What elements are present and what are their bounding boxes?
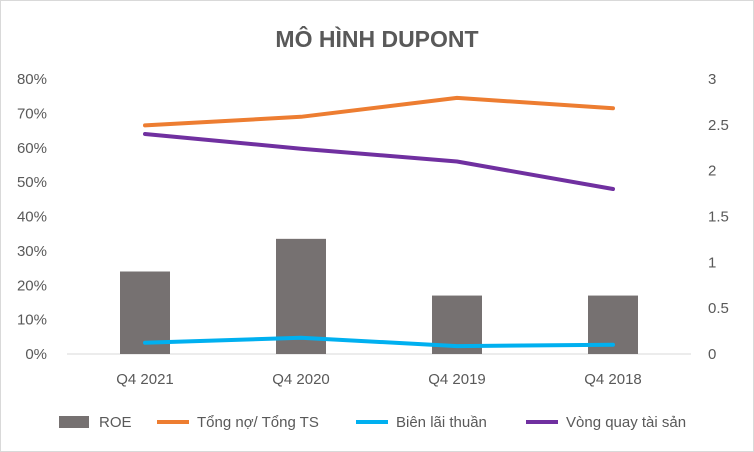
y-left-tick-label: 20% xyxy=(17,277,47,294)
chart-title: MÔ HÌNH DUPONT xyxy=(275,25,478,52)
y-right-tick-label: 3 xyxy=(708,71,716,88)
legend: ROE Tổng nợ/ Tổng TS Biên lãi thuần Vòng qu… xyxy=(59,414,686,431)
legend-label: Vòng quay tài sản xyxy=(566,414,686,431)
x-tick-label: Q4 2020 xyxy=(272,371,330,388)
legend-swatch xyxy=(59,416,89,428)
lines-layer xyxy=(143,95,615,349)
y-left-tick-label: 0% xyxy=(25,346,47,363)
y-right-tick-label: 0.5 xyxy=(708,300,729,317)
legend-label: ROE xyxy=(99,414,132,431)
bars-layer xyxy=(120,238,638,354)
series-line xyxy=(143,95,615,128)
y-left-tick-label: 50% xyxy=(17,174,47,191)
y-left-tick-label: 70% xyxy=(17,105,47,122)
x-tick-label: Q4 2021 xyxy=(116,371,174,388)
y-left-tick-label: 30% xyxy=(17,243,47,260)
y-left-tick-label: 40% xyxy=(17,209,47,226)
series-line xyxy=(143,132,615,191)
y-right-tick-label: 0 xyxy=(708,346,716,363)
legend-label: Tổng nợ/ Tổng TS xyxy=(197,414,319,431)
y-left-tick-label: 60% xyxy=(17,140,47,157)
legend-label: Biên lãi thuần xyxy=(396,414,487,431)
x-tick-label: Q4 2019 xyxy=(428,371,486,388)
axes-layer: 0% 10% 20% 30% 40% 50% 60% 70% 80% 0 0.5 1 1.5 2 2.5 3 Q… xyxy=(17,71,729,388)
series-line xyxy=(143,335,615,349)
y-right-tick-label: 1 xyxy=(708,254,716,271)
y-right-tick-label: 2 xyxy=(708,163,716,180)
y-left-tick-label: 80% xyxy=(17,71,47,88)
y-right-tick-label: 1.5 xyxy=(708,209,729,226)
y-left-tick-label: 10% xyxy=(17,312,47,329)
roe-bar xyxy=(276,238,326,354)
x-tick-label: Q4 2018 xyxy=(584,371,642,388)
y-right-tick-label: 2.5 xyxy=(708,117,729,134)
